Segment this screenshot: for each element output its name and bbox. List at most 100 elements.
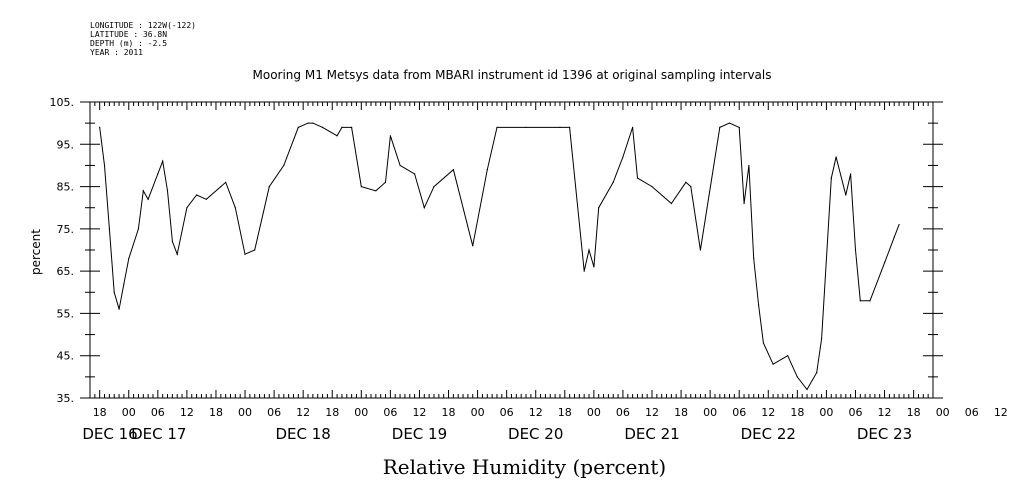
x-tick-label: 18 xyxy=(442,406,456,419)
data-point xyxy=(186,207,188,209)
x-tick-label: 18 xyxy=(209,406,223,419)
data-point xyxy=(690,185,692,188)
data-point xyxy=(341,126,343,128)
data-point xyxy=(670,202,672,205)
meta-longitude: LONGITUDE : 122W(-122) xyxy=(90,21,196,30)
x-tick-label: 00 xyxy=(471,406,485,419)
data-point xyxy=(162,160,164,162)
data-point xyxy=(738,126,740,128)
data-point xyxy=(612,181,614,183)
data-point xyxy=(166,190,169,192)
data-point xyxy=(719,126,721,128)
data-point xyxy=(787,355,789,357)
x-tick-label: 00 xyxy=(819,406,833,419)
data-point xyxy=(762,342,765,344)
data-point xyxy=(883,262,886,264)
x-tick-label: 06 xyxy=(500,406,514,419)
data-point xyxy=(559,126,561,128)
y-tick-label: 35. xyxy=(57,392,75,405)
y-tick-label: 45. xyxy=(57,350,75,363)
data-point xyxy=(244,253,246,255)
data-point xyxy=(205,198,207,200)
data-point xyxy=(753,257,755,260)
data-point xyxy=(157,173,159,175)
x-tick-label: 12 xyxy=(878,406,892,419)
data-point xyxy=(147,198,149,200)
data-point xyxy=(283,164,285,167)
meta-year: YEAR : 2011 xyxy=(90,48,143,57)
data-point xyxy=(389,135,391,137)
data-point xyxy=(685,181,687,183)
data-point xyxy=(893,236,895,238)
data-point xyxy=(321,126,324,128)
data-point xyxy=(850,173,852,175)
x-tick-label: 12 xyxy=(296,406,310,419)
data-point xyxy=(486,169,488,171)
x-tick-label: 12 xyxy=(761,406,775,419)
y-tick-label: 105. xyxy=(50,96,75,109)
data-point xyxy=(234,207,236,209)
y-tick-label: 55. xyxy=(57,307,75,320)
data-point xyxy=(845,194,847,196)
data-point xyxy=(525,126,527,128)
y-axis: 35. 45. 55. 65. 75. 85. 95. 105. xyxy=(50,96,943,405)
x-axis: 18 00 06 12 18 00 06 12 18 00 06 12 18 00 06 12 18 00 06 12… xyxy=(82,102,1008,443)
data-point xyxy=(414,173,416,175)
series-line xyxy=(99,122,900,391)
x-day-label: DEC 23 xyxy=(857,425,912,443)
x-tick-label: 06 xyxy=(732,406,746,419)
x-tick-label: 06 xyxy=(267,406,281,419)
data-point xyxy=(195,194,198,196)
x-tick-label: 00 xyxy=(587,406,601,419)
x-day-label: DEC 18 xyxy=(275,425,330,443)
data-point xyxy=(351,126,353,128)
data-point xyxy=(632,126,634,128)
x-tick-label: 18 xyxy=(93,406,107,419)
data-point xyxy=(103,164,106,167)
x-tick-label: 12 xyxy=(645,406,659,419)
data-point xyxy=(569,126,571,128)
data-point xyxy=(433,185,435,188)
data-point xyxy=(583,270,585,272)
data-point xyxy=(806,388,808,391)
x-tick-label: 18 xyxy=(558,406,572,419)
data-point xyxy=(123,283,125,285)
x-tick-label: 00 xyxy=(122,406,136,419)
x-tick-label: 00 xyxy=(703,406,717,419)
data-point xyxy=(588,249,590,251)
data-point xyxy=(898,224,900,226)
x-tick-label: 00 xyxy=(238,406,252,419)
data-point xyxy=(728,122,731,124)
data-point xyxy=(399,164,401,167)
x-tick-label: 06 xyxy=(151,406,165,419)
data-point xyxy=(772,363,774,365)
meta-depth: DEPTH (m) : -2.5 xyxy=(90,39,168,48)
data-point xyxy=(176,253,178,255)
data-point xyxy=(225,181,227,183)
x-tick-label: 12 xyxy=(180,406,194,419)
data-point xyxy=(816,372,818,374)
y-axis-label: percent xyxy=(29,229,43,275)
x-tick-label: 18 xyxy=(325,406,339,419)
data-point xyxy=(254,249,256,251)
data-point xyxy=(472,245,474,247)
x-tick-label: 06 xyxy=(965,406,979,419)
chart-title: Mooring M1 Metsys data from MBARI instru… xyxy=(252,68,772,82)
x-day-label: DEC 17 xyxy=(131,425,186,443)
y-tick-label: 65. xyxy=(57,265,75,278)
data-point xyxy=(268,185,270,188)
meta-latitude: LATITUDE : 36.8N xyxy=(90,30,168,39)
data-point xyxy=(830,177,832,179)
x-tick-label: 12 xyxy=(994,406,1008,419)
x-tick-label: 18 xyxy=(790,406,804,419)
data-point xyxy=(859,300,861,302)
data-point xyxy=(593,266,595,268)
x-tick-label: 18 xyxy=(907,406,921,419)
y-tick-label: 85. xyxy=(57,181,75,194)
x-tick-label: 18 xyxy=(674,406,688,419)
data-point xyxy=(869,300,871,302)
x-tick-label: 00 xyxy=(936,406,950,419)
data-point xyxy=(307,122,309,124)
data-point xyxy=(835,156,837,158)
